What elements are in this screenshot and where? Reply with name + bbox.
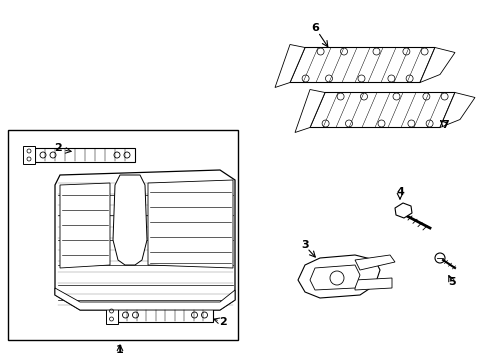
Bar: [8, 130, 238, 340]
Polygon shape: [105, 306, 117, 324]
Polygon shape: [117, 309, 212, 321]
Polygon shape: [289, 48, 434, 82]
Polygon shape: [297, 255, 379, 298]
Text: 3: 3: [301, 240, 308, 250]
Text: 1: 1: [116, 345, 123, 355]
Polygon shape: [148, 180, 232, 268]
Polygon shape: [23, 146, 35, 164]
Text: 2: 2: [54, 143, 62, 153]
Polygon shape: [274, 45, 305, 87]
Polygon shape: [35, 148, 135, 162]
Text: 5: 5: [447, 277, 455, 287]
Text: 6: 6: [310, 23, 318, 33]
Polygon shape: [113, 175, 147, 265]
Text: 2: 2: [219, 317, 226, 327]
Polygon shape: [309, 93, 454, 127]
Text: 4: 4: [395, 187, 403, 197]
Polygon shape: [354, 255, 394, 270]
Polygon shape: [309, 265, 359, 290]
Polygon shape: [55, 288, 235, 310]
Polygon shape: [60, 183, 110, 268]
Text: 7: 7: [440, 120, 448, 130]
Polygon shape: [55, 170, 235, 310]
Polygon shape: [439, 93, 474, 127]
Polygon shape: [394, 203, 411, 218]
Polygon shape: [419, 48, 454, 82]
Polygon shape: [294, 90, 325, 132]
Polygon shape: [354, 278, 391, 290]
